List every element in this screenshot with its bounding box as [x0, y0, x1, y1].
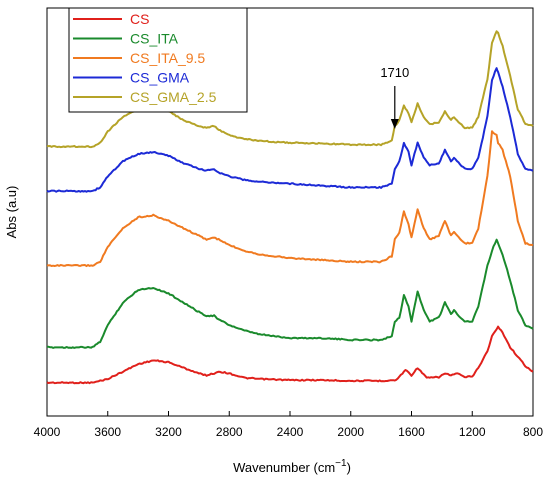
- annotation-arrowhead: [390, 119, 399, 129]
- legend-items: CS CS_ITA CS_ITA_9.5 CS_GMA CS_GMA_2.5: [73, 11, 217, 105]
- x-axis-title-close: ): [347, 460, 351, 475]
- x-axis-title: Wavenumber (cm−1): [233, 458, 351, 475]
- legend-label: CS_ITA: [130, 31, 179, 47]
- series-layer: [46, 30, 534, 385]
- x-axis-title-superscript: −1: [335, 458, 347, 469]
- series-line-cs-ita: [47, 238, 534, 349]
- x-tick-label: 2800: [216, 425, 243, 439]
- series-line-cs-gma-2-5: [46, 30, 534, 149]
- x-tick-label: 1600: [398, 425, 425, 439]
- annotation-label: 1710: [380, 65, 409, 80]
- series-line-cs-ita-9-5: [46, 130, 534, 268]
- x-tick-label: 1200: [459, 425, 486, 439]
- x-tick-label: 800: [523, 425, 543, 439]
- legend-label: CS: [130, 11, 149, 27]
- x-axis-title-main: Wavenumber (cm: [233, 460, 335, 475]
- legend-label: CS_GMA: [130, 70, 190, 86]
- x-tick-label: 2400: [277, 425, 304, 439]
- legend-box: [68, 7, 248, 113]
- y-axis-title: Abs (a.u): [4, 186, 19, 239]
- x-tick-label: 2000: [337, 425, 364, 439]
- legend: CS CS_ITA CS_ITA_9.5 CS_GMA CS_GMA_2.5: [68, 7, 248, 113]
- x-tick-label: 3600: [94, 425, 121, 439]
- series-line-cs: [46, 325, 534, 385]
- x-tick-label: 4000: [34, 425, 61, 439]
- legend-label: CS_ITA_9.5: [130, 50, 205, 66]
- x-tick-label: 3200: [155, 425, 182, 439]
- x-axis: 4000 3600 3200 2800 2400 2000 1600 1200 800: [34, 411, 543, 439]
- series-line-cs-gma: [46, 67, 534, 193]
- annotation-1710: 1710: [380, 65, 409, 129]
- legend-label: CS_GMA_2.5: [130, 89, 217, 105]
